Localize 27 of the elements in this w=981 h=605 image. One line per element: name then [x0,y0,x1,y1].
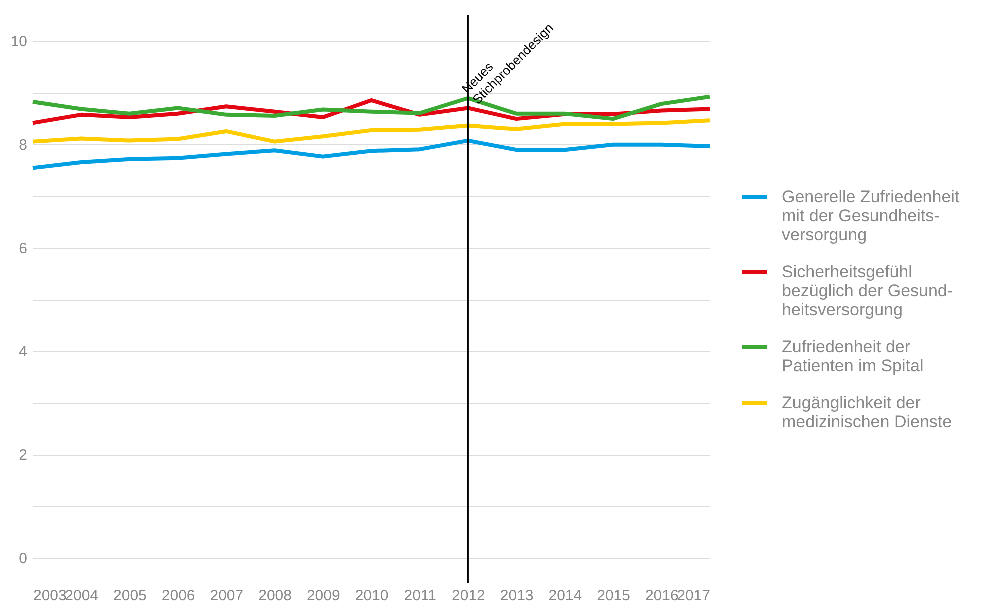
x-tick-label: 2014 [548,588,582,604]
line-series [31,138,712,170]
y-tick-label: 6 [19,240,28,258]
x-tick-label: 2017 [677,588,710,604]
y-tick-label: 2 [19,447,28,464]
x-tick-label: 2012 [452,588,486,604]
x-tick-label: 2010 [355,588,389,604]
x-tick-label: 2011 [404,588,436,604]
legend-label: Sicherheitsgefühl bezüglich der Gesund-heitsversorgung [782,262,954,320]
x-tick-label: 2013 [500,588,534,604]
line-series [31,118,712,144]
x-tick-label: 2003 [34,588,67,604]
y-tick-label: 10 [10,34,28,50]
x-tick-label: 2009 [306,588,340,604]
y-tick-label: 4 [19,344,28,361]
x-tick-label: 2008 [258,588,292,604]
x-tick-label: 2004 [65,588,99,604]
x-tick-label: 2015 [597,588,630,604]
legend-label: Zugänglichkeit der medizinischen Dienste [782,394,952,432]
x-tick-label: 2007 [210,588,244,604]
y-tick-label: 8 [19,136,28,154]
x-tick-label: 2006 [162,588,196,604]
x-tick-label: 2005 [114,588,147,604]
x-tick-label: 2016 [645,588,679,604]
y-tick-label: 0 [19,550,28,568]
legend-label: Zufriedenheit der Patienten im Spital [782,338,924,376]
legend-label: Generelle Zufriedenheit mit der Gesundheits-versorgung [782,188,960,244]
